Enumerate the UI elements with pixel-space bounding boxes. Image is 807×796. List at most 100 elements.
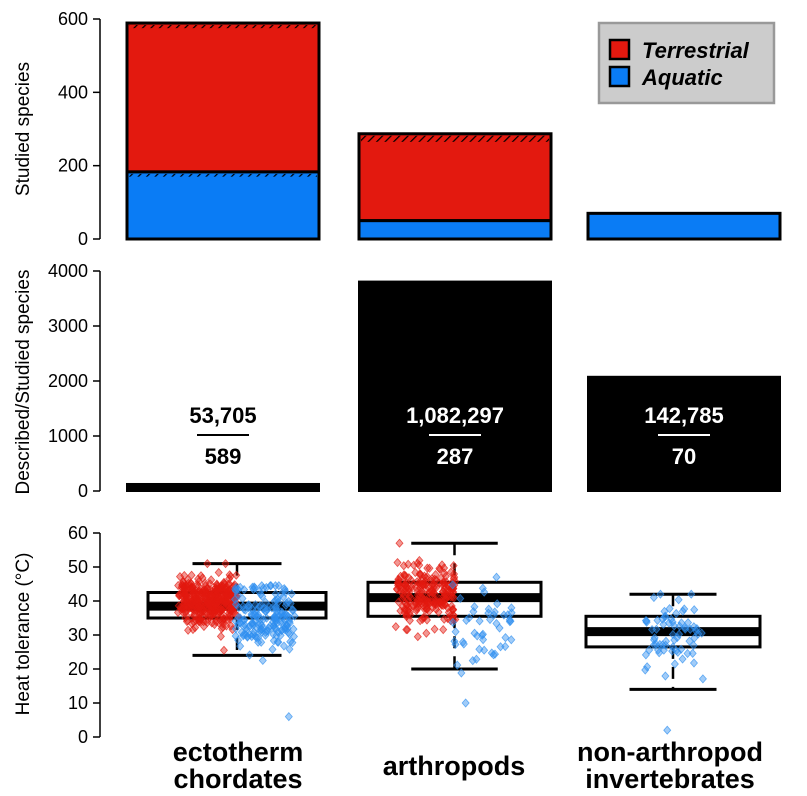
data-point-aquatic bbox=[690, 633, 699, 643]
data-point-terrestrial bbox=[215, 594, 224, 604]
data-point-terrestrial bbox=[206, 590, 215, 600]
data-point-aquatic bbox=[648, 624, 657, 635]
data-point-terrestrial bbox=[398, 601, 407, 612]
y-tick-label: 0 bbox=[78, 229, 88, 249]
data-point-terrestrial bbox=[413, 632, 422, 642]
data-point-terrestrial bbox=[440, 568, 449, 578]
data-point-terrestrial bbox=[439, 578, 448, 588]
bar-aquatic bbox=[586, 211, 782, 241]
data-point-aquatic bbox=[262, 582, 271, 593]
data-point-terrestrial bbox=[205, 579, 215, 589]
bar-ratio bbox=[587, 375, 781, 492]
data-point-aquatic bbox=[492, 572, 501, 582]
data-point-aquatic bbox=[668, 646, 677, 656]
data-point-terrestrial bbox=[431, 597, 440, 607]
y-tick-label: 30 bbox=[68, 625, 88, 645]
ratio-denominator: 70 bbox=[672, 444, 696, 469]
data-point-aquatic bbox=[645, 645, 654, 655]
y-axis-label: Studied species bbox=[13, 62, 34, 196]
data-point-aquatic bbox=[681, 624, 690, 634]
data-point-terrestrial bbox=[219, 645, 228, 655]
data-point-aquatic bbox=[478, 583, 487, 593]
data-point-aquatic bbox=[245, 650, 254, 660]
y-tick-label: 0 bbox=[78, 727, 88, 747]
data-point-terrestrial bbox=[422, 601, 431, 611]
data-point-aquatic bbox=[656, 589, 665, 599]
y-tick-label: 50 bbox=[68, 557, 88, 577]
data-point-aquatic bbox=[270, 611, 279, 622]
data-point-aquatic bbox=[459, 639, 468, 649]
data-point-aquatic bbox=[672, 608, 681, 619]
data-point-terrestrial bbox=[411, 567, 420, 578]
data-point-aquatic bbox=[683, 648, 692, 659]
bar-aquatic bbox=[357, 219, 553, 241]
data-point-aquatic bbox=[265, 602, 274, 612]
data-point-aquatic bbox=[451, 627, 460, 637]
y-tick-label: 0 bbox=[78, 481, 88, 501]
y-tick-label: 3000 bbox=[48, 316, 88, 336]
y-tick-label: 600 bbox=[58, 9, 88, 29]
data-point-aquatic bbox=[675, 621, 684, 631]
data-point-aquatic bbox=[252, 605, 261, 615]
data-point-aquatic bbox=[231, 631, 240, 641]
data-point-aquatic bbox=[689, 658, 698, 668]
data-point-terrestrial bbox=[179, 576, 188, 586]
data-point-terrestrial bbox=[179, 577, 188, 587]
data-point-terrestrial bbox=[415, 579, 424, 589]
data-point-aquatic bbox=[661, 640, 670, 650]
bar-terrestrial bbox=[125, 21, 321, 174]
data-point-terrestrial bbox=[411, 597, 420, 607]
data-point-terrestrial bbox=[221, 598, 230, 608]
data-point-aquatic bbox=[448, 580, 457, 590]
data-point-terrestrial bbox=[221, 586, 230, 597]
hatched-band bbox=[129, 173, 317, 177]
data-point-aquatic bbox=[284, 711, 293, 722]
data-point-terrestrial bbox=[396, 606, 405, 616]
data-point-terrestrial bbox=[184, 625, 193, 635]
data-point-aquatic bbox=[258, 655, 267, 666]
data-point-aquatic bbox=[469, 607, 478, 617]
legend-swatch-terrestrial bbox=[608, 38, 631, 61]
data-point-aquatic bbox=[687, 589, 696, 599]
data-point-terrestrial bbox=[191, 622, 200, 633]
legend-label-terrestrial: Terrestrial bbox=[642, 38, 750, 63]
legend-label-aquatic: Aquatic bbox=[641, 65, 723, 90]
data-point-aquatic bbox=[232, 583, 241, 593]
data-point-terrestrial bbox=[407, 601, 416, 612]
data-point-aquatic bbox=[489, 650, 498, 660]
data-point-terrestrial bbox=[219, 610, 228, 620]
data-point-terrestrial bbox=[402, 611, 411, 621]
data-point-aquatic bbox=[643, 662, 652, 672]
data-point-terrestrial bbox=[392, 584, 401, 594]
data-point-terrestrial bbox=[184, 603, 193, 613]
data-point-aquatic bbox=[478, 630, 487, 640]
data-point-aquatic bbox=[458, 637, 468, 647]
data-point-terrestrial bbox=[417, 598, 426, 608]
data-point-terrestrial bbox=[187, 570, 196, 580]
data-point-terrestrial bbox=[394, 597, 403, 607]
data-point-terrestrial bbox=[435, 564, 444, 574]
data-point-terrestrial bbox=[434, 607, 443, 617]
data-point-aquatic bbox=[661, 671, 670, 681]
data-point-aquatic bbox=[281, 587, 290, 597]
data-point-aquatic bbox=[237, 627, 246, 637]
data-point-terrestrial bbox=[188, 604, 197, 614]
data-point-aquatic bbox=[688, 648, 697, 659]
hatched-band bbox=[129, 25, 317, 29]
ratio-numerator: 1,082,297 bbox=[406, 403, 504, 428]
data-point-aquatic bbox=[668, 629, 677, 640]
data-point-aquatic bbox=[284, 596, 293, 607]
data-point-terrestrial bbox=[224, 579, 233, 590]
data-point-aquatic bbox=[289, 605, 298, 615]
data-point-aquatic bbox=[270, 596, 279, 606]
data-point-aquatic bbox=[654, 645, 663, 655]
data-point-aquatic bbox=[489, 610, 498, 620]
data-point-terrestrial bbox=[404, 584, 413, 595]
data-point-aquatic bbox=[689, 640, 698, 650]
data-point-aquatic bbox=[501, 641, 510, 652]
data-point-terrestrial bbox=[429, 583, 438, 593]
data-point-aquatic bbox=[507, 635, 516, 645]
legend-box bbox=[597, 21, 776, 105]
